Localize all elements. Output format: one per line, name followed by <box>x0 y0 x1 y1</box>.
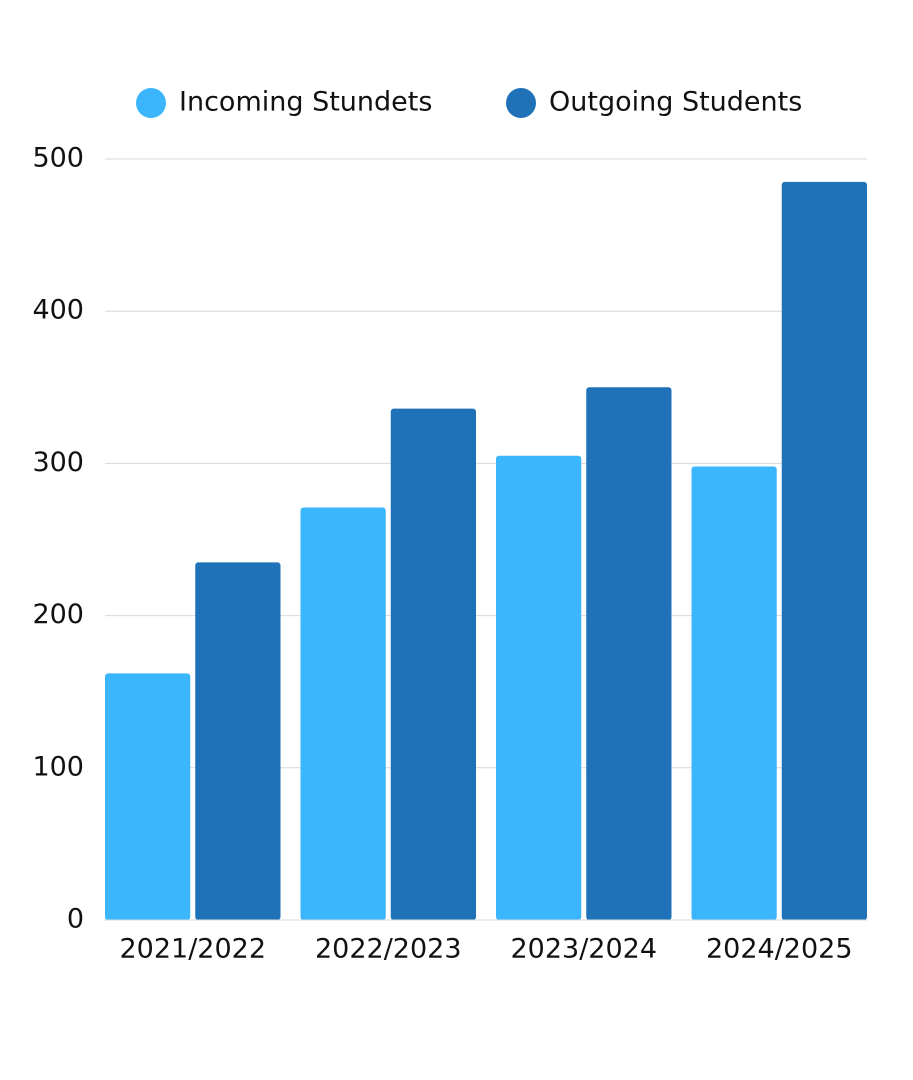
legend-label: Outgoing Students <box>549 87 802 118</box>
x-tick-label: 2022/2023 <box>315 934 462 965</box>
legend-marker <box>506 88 536 118</box>
y-tick-label: 0 <box>67 904 84 935</box>
bar <box>105 673 191 920</box>
x-tick-label: 2023/2024 <box>510 934 657 965</box>
bar <box>496 455 582 920</box>
y-tick-label: 200 <box>32 599 84 630</box>
legend-marker <box>136 88 166 118</box>
bar <box>781 181 867 920</box>
bar <box>586 387 672 920</box>
bar <box>390 408 476 920</box>
y-tick-label: 100 <box>32 751 84 782</box>
x-tick-label: 2021/2022 <box>119 934 266 965</box>
bar <box>691 466 777 920</box>
y-tick-label: 300 <box>32 447 84 478</box>
bar <box>195 562 281 920</box>
y-tick-label: 500 <box>32 143 84 174</box>
x-tick-label: 2024/2025 <box>706 934 853 965</box>
legend-label: Incoming Stundets <box>179 87 432 118</box>
y-tick-label: 400 <box>32 295 84 326</box>
bar <box>300 507 386 920</box>
